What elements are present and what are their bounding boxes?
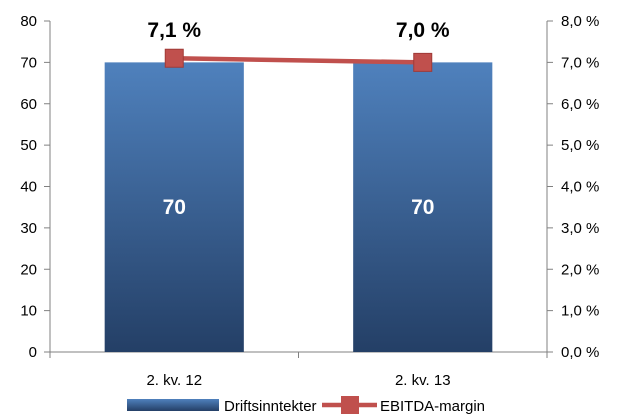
legend-label-driftsinntekter: Driftsinntekter bbox=[224, 398, 317, 414]
left-axis-tick-label: 40 bbox=[20, 179, 37, 196]
line-series bbox=[164, 48, 433, 72]
left-axis-tick-label: 10 bbox=[20, 303, 37, 320]
legend-bar-swatch bbox=[127, 399, 219, 411]
bar-value-label: 70 bbox=[411, 196, 434, 219]
right-axis-tick-label: 8,0 % bbox=[561, 13, 599, 30]
right-axis-tick-label: 0,0 % bbox=[561, 344, 599, 361]
left-axis-tick-label: 80 bbox=[20, 13, 37, 30]
right-axis-tick-label: 6,0 % bbox=[561, 96, 599, 113]
legend: Driftsinntekter EBITDA-margin bbox=[127, 396, 485, 414]
x-axis-category-label: 2. kv. 13 bbox=[395, 372, 451, 389]
left-axis-tick-label: 0 bbox=[29, 344, 37, 361]
right-axis-tick-label: 4,0 % bbox=[561, 179, 599, 196]
right-axis-tick-label: 2,0 % bbox=[561, 261, 599, 278]
right-axis-tick-label: 1,0 % bbox=[561, 303, 599, 320]
line-value-label: 7,0 % bbox=[396, 19, 450, 42]
legend-label-ebitda-margin: EBITDA-margin bbox=[380, 398, 485, 414]
ebitda-margin-line bbox=[174, 55, 423, 65]
line-point-marker bbox=[164, 48, 184, 68]
bar-series bbox=[104, 62, 493, 352]
line-point-marker bbox=[413, 52, 433, 72]
bar-value-label: 70 bbox=[163, 196, 186, 219]
right-axis-tick-label: 5,0 % bbox=[561, 137, 599, 154]
right-axis-tick-label: 3,0 % bbox=[561, 220, 599, 237]
bar bbox=[353, 62, 493, 352]
data-labels: 70 70 7,1 % 7,0 % bbox=[147, 19, 450, 219]
x-axis-category-label: 2. kv. 12 bbox=[146, 372, 202, 389]
line-value-label: 7,1 % bbox=[147, 19, 201, 42]
bar bbox=[104, 62, 244, 352]
left-axis-tick-label: 70 bbox=[20, 54, 37, 71]
left-axis-tick-label: 50 bbox=[20, 137, 37, 154]
left-axis-tick-label: 60 bbox=[20, 96, 37, 113]
left-axis-tick-label: 30 bbox=[20, 220, 37, 237]
left-axis-tick-label: 20 bbox=[20, 261, 37, 278]
right-axis-tick-label: 7,0 % bbox=[561, 54, 599, 71]
legend-line-marker bbox=[341, 396, 359, 414]
